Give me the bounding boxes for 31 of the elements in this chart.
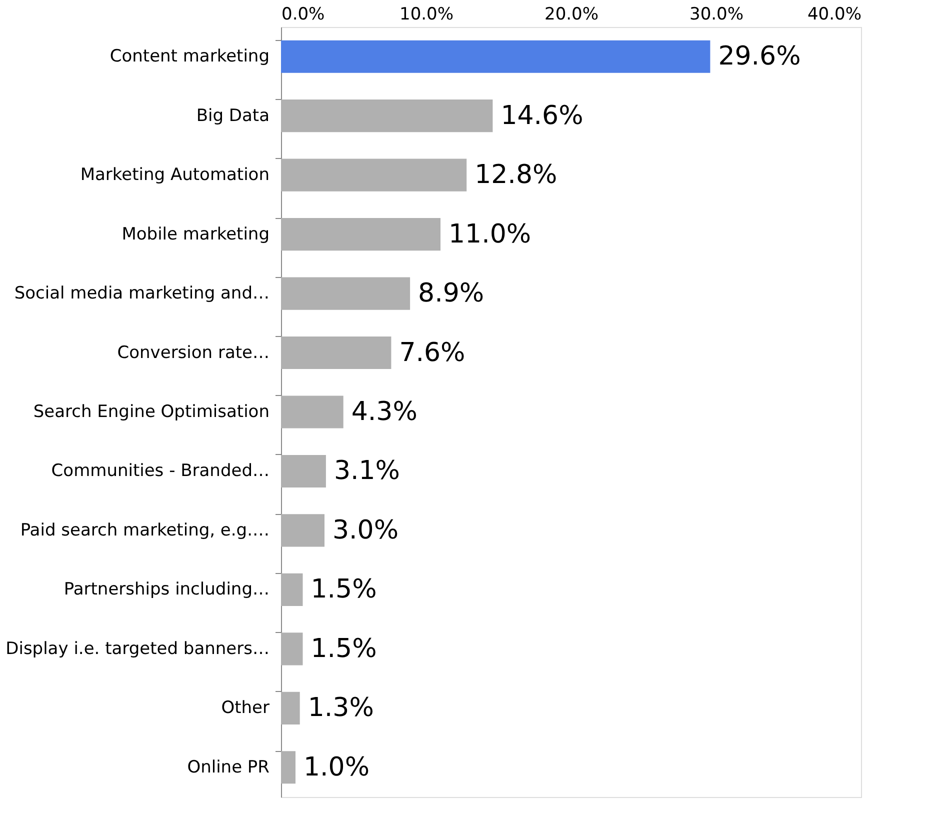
y-tick-label: Social media marketing and… xyxy=(14,284,270,304)
y-tick-label: Marketing Automation xyxy=(80,165,270,186)
x-tick-label: 10.0% xyxy=(399,4,454,24)
data-label: 8.9% xyxy=(418,278,484,309)
data-label: 12.8% xyxy=(474,160,558,190)
y-tick-label: Big Data xyxy=(196,106,270,126)
x-tick-label: 30.0% xyxy=(689,4,744,24)
y-tick-label: Content marketing xyxy=(110,46,270,67)
data-label: 4.3% xyxy=(351,397,418,427)
x-tick-label: 40.0% xyxy=(807,4,862,24)
data-label: 1.3% xyxy=(308,693,374,724)
data-label: 1.5% xyxy=(310,574,377,605)
y-tick-label: Other xyxy=(221,698,270,718)
data-label: 7.6% xyxy=(399,338,466,368)
y-tick-label: Search Engine Optimisation xyxy=(33,402,270,422)
y-tick-label: Partnerships including… xyxy=(64,580,270,600)
x-tick-label: 0.0% xyxy=(282,4,325,24)
data-label: 11.0% xyxy=(448,219,532,250)
data-label: 1.0% xyxy=(304,752,370,782)
y-tick-label: Paid search marketing, e.g.… xyxy=(20,520,270,540)
data-label: 1.5% xyxy=(310,634,377,664)
data-label: 3.0% xyxy=(332,515,399,546)
y-tick-label: Mobile marketing xyxy=(122,224,270,244)
data-label: 3.1% xyxy=(334,456,400,486)
data-label: 14.6% xyxy=(500,100,584,131)
y-tick-label: Conversion rate… xyxy=(117,342,270,363)
y-tick-label: Communities - Branded… xyxy=(51,461,270,482)
y-tick-label: Online PR xyxy=(187,757,270,778)
y-tick-label: Display i.e. targeted banners… xyxy=(6,638,270,659)
data-label: 29.6% xyxy=(718,42,801,72)
x-tick-label: 20.0% xyxy=(544,4,599,24)
